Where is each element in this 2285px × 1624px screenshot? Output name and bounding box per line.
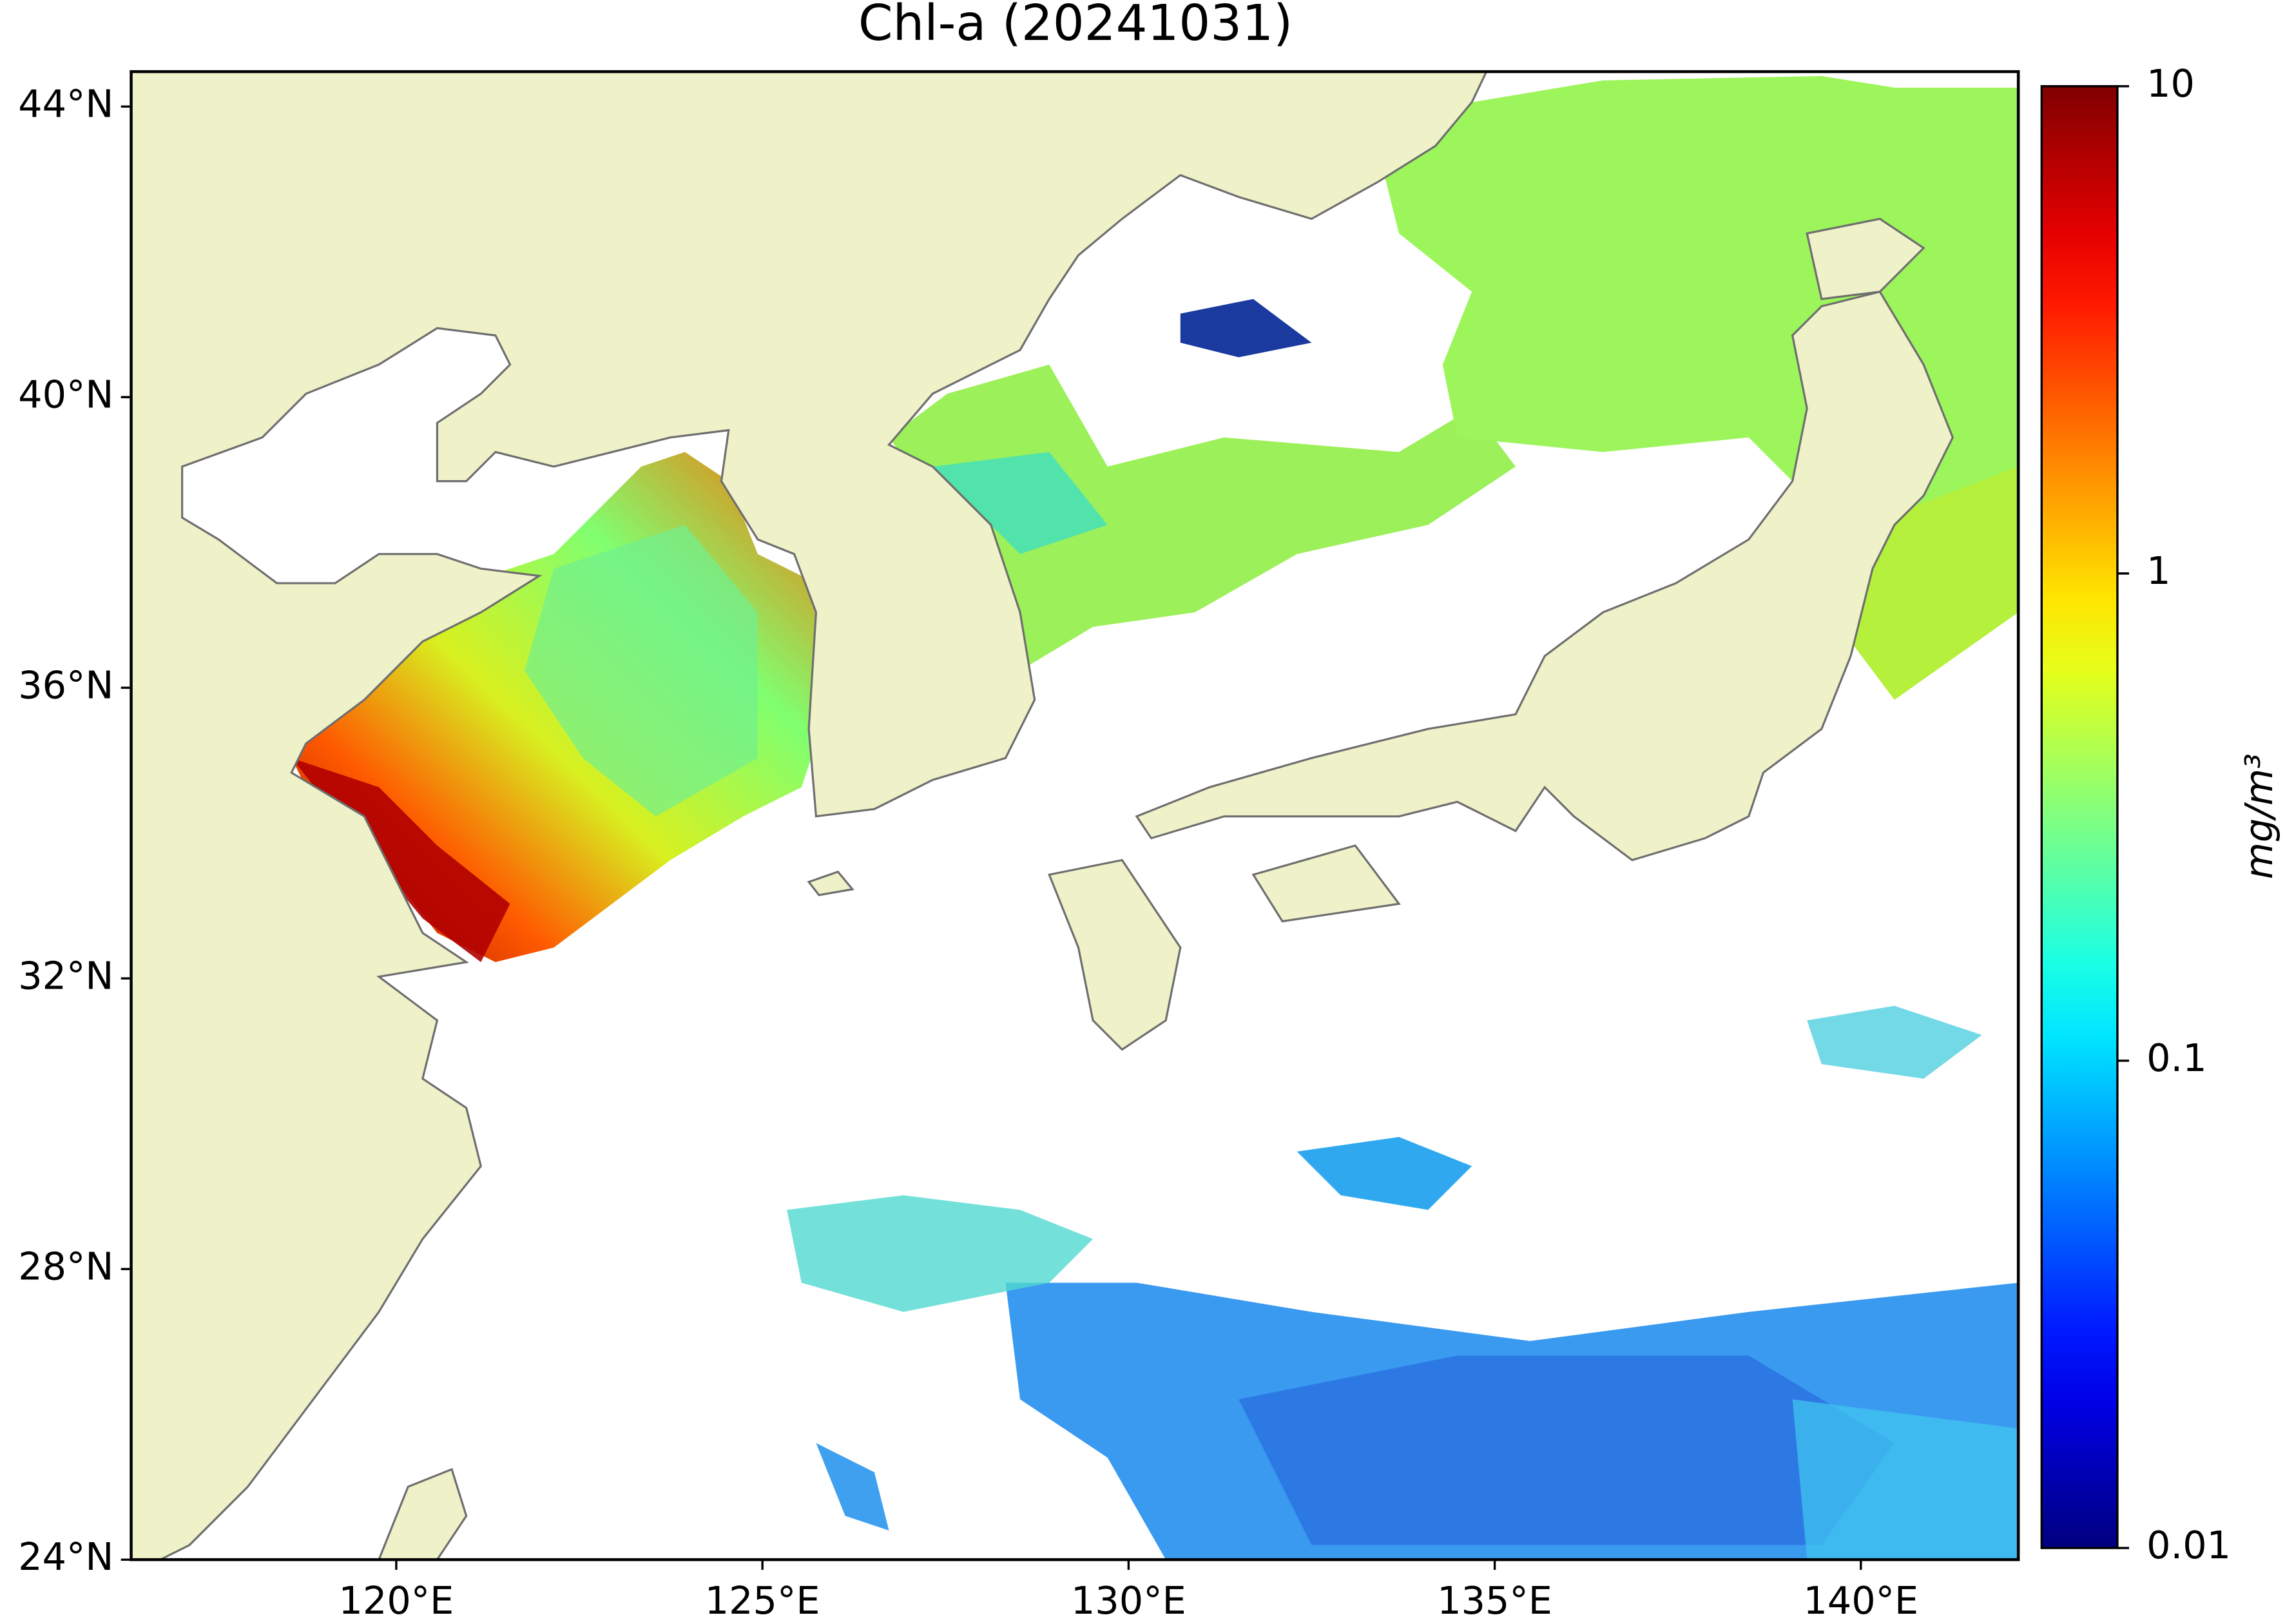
y-tick-label: 36°N <box>18 662 113 707</box>
hokkaido <box>1806 217 1925 300</box>
colorbar <box>2040 85 2119 1549</box>
colorbar-tick-label: 1 <box>2146 548 2170 593</box>
y-tick-label: 40°N <box>18 372 113 416</box>
south-east-patch <box>1792 1399 2019 1560</box>
yellow-sea-center <box>525 525 758 817</box>
y-tick-label: 32°N <box>18 953 113 998</box>
x-tick-label: 120°E <box>339 1578 454 1623</box>
y-tick-label: 24°N <box>18 1534 113 1579</box>
x-tick-label: 135°E <box>1437 1578 1552 1623</box>
small-blue-patch <box>816 1443 889 1531</box>
taiwan <box>378 1467 468 1560</box>
korea-east-patch <box>932 452 1108 554</box>
mid-blue-patch <box>1297 1137 1472 1210</box>
x-tick-label: 130°E <box>1071 1578 1186 1623</box>
colorbar-label: mg/m³ <box>2237 753 2281 879</box>
shikoku <box>1251 844 1401 923</box>
map-frame <box>130 70 2020 1561</box>
colorbar-tick-label: 0.01 <box>2146 1523 2231 1567</box>
kyushu <box>1048 858 1182 1051</box>
colorbar-tick-label: 0.1 <box>2146 1036 2206 1080</box>
jeju <box>807 870 854 896</box>
y-tick-label: 28°N <box>18 1244 113 1288</box>
deep-patch <box>1180 298 1312 358</box>
east-mid-patch <box>1807 1005 1982 1079</box>
chart-title: Chl-a (20241031) <box>858 0 1293 52</box>
honshu <box>1135 290 1954 862</box>
mainland <box>131 72 1488 1560</box>
south-mid-patch <box>787 1195 1094 1312</box>
east-sea-patch <box>889 364 1516 671</box>
colorbar-tick-label: 10 <box>2146 61 2195 106</box>
y-tick-label: 44°N <box>18 81 113 126</box>
south-deep-patch <box>1239 1355 1895 1545</box>
x-tick-label: 125°E <box>705 1578 820 1623</box>
x-tick-label: 140°E <box>1803 1578 1918 1623</box>
map-area <box>131 72 2019 1560</box>
